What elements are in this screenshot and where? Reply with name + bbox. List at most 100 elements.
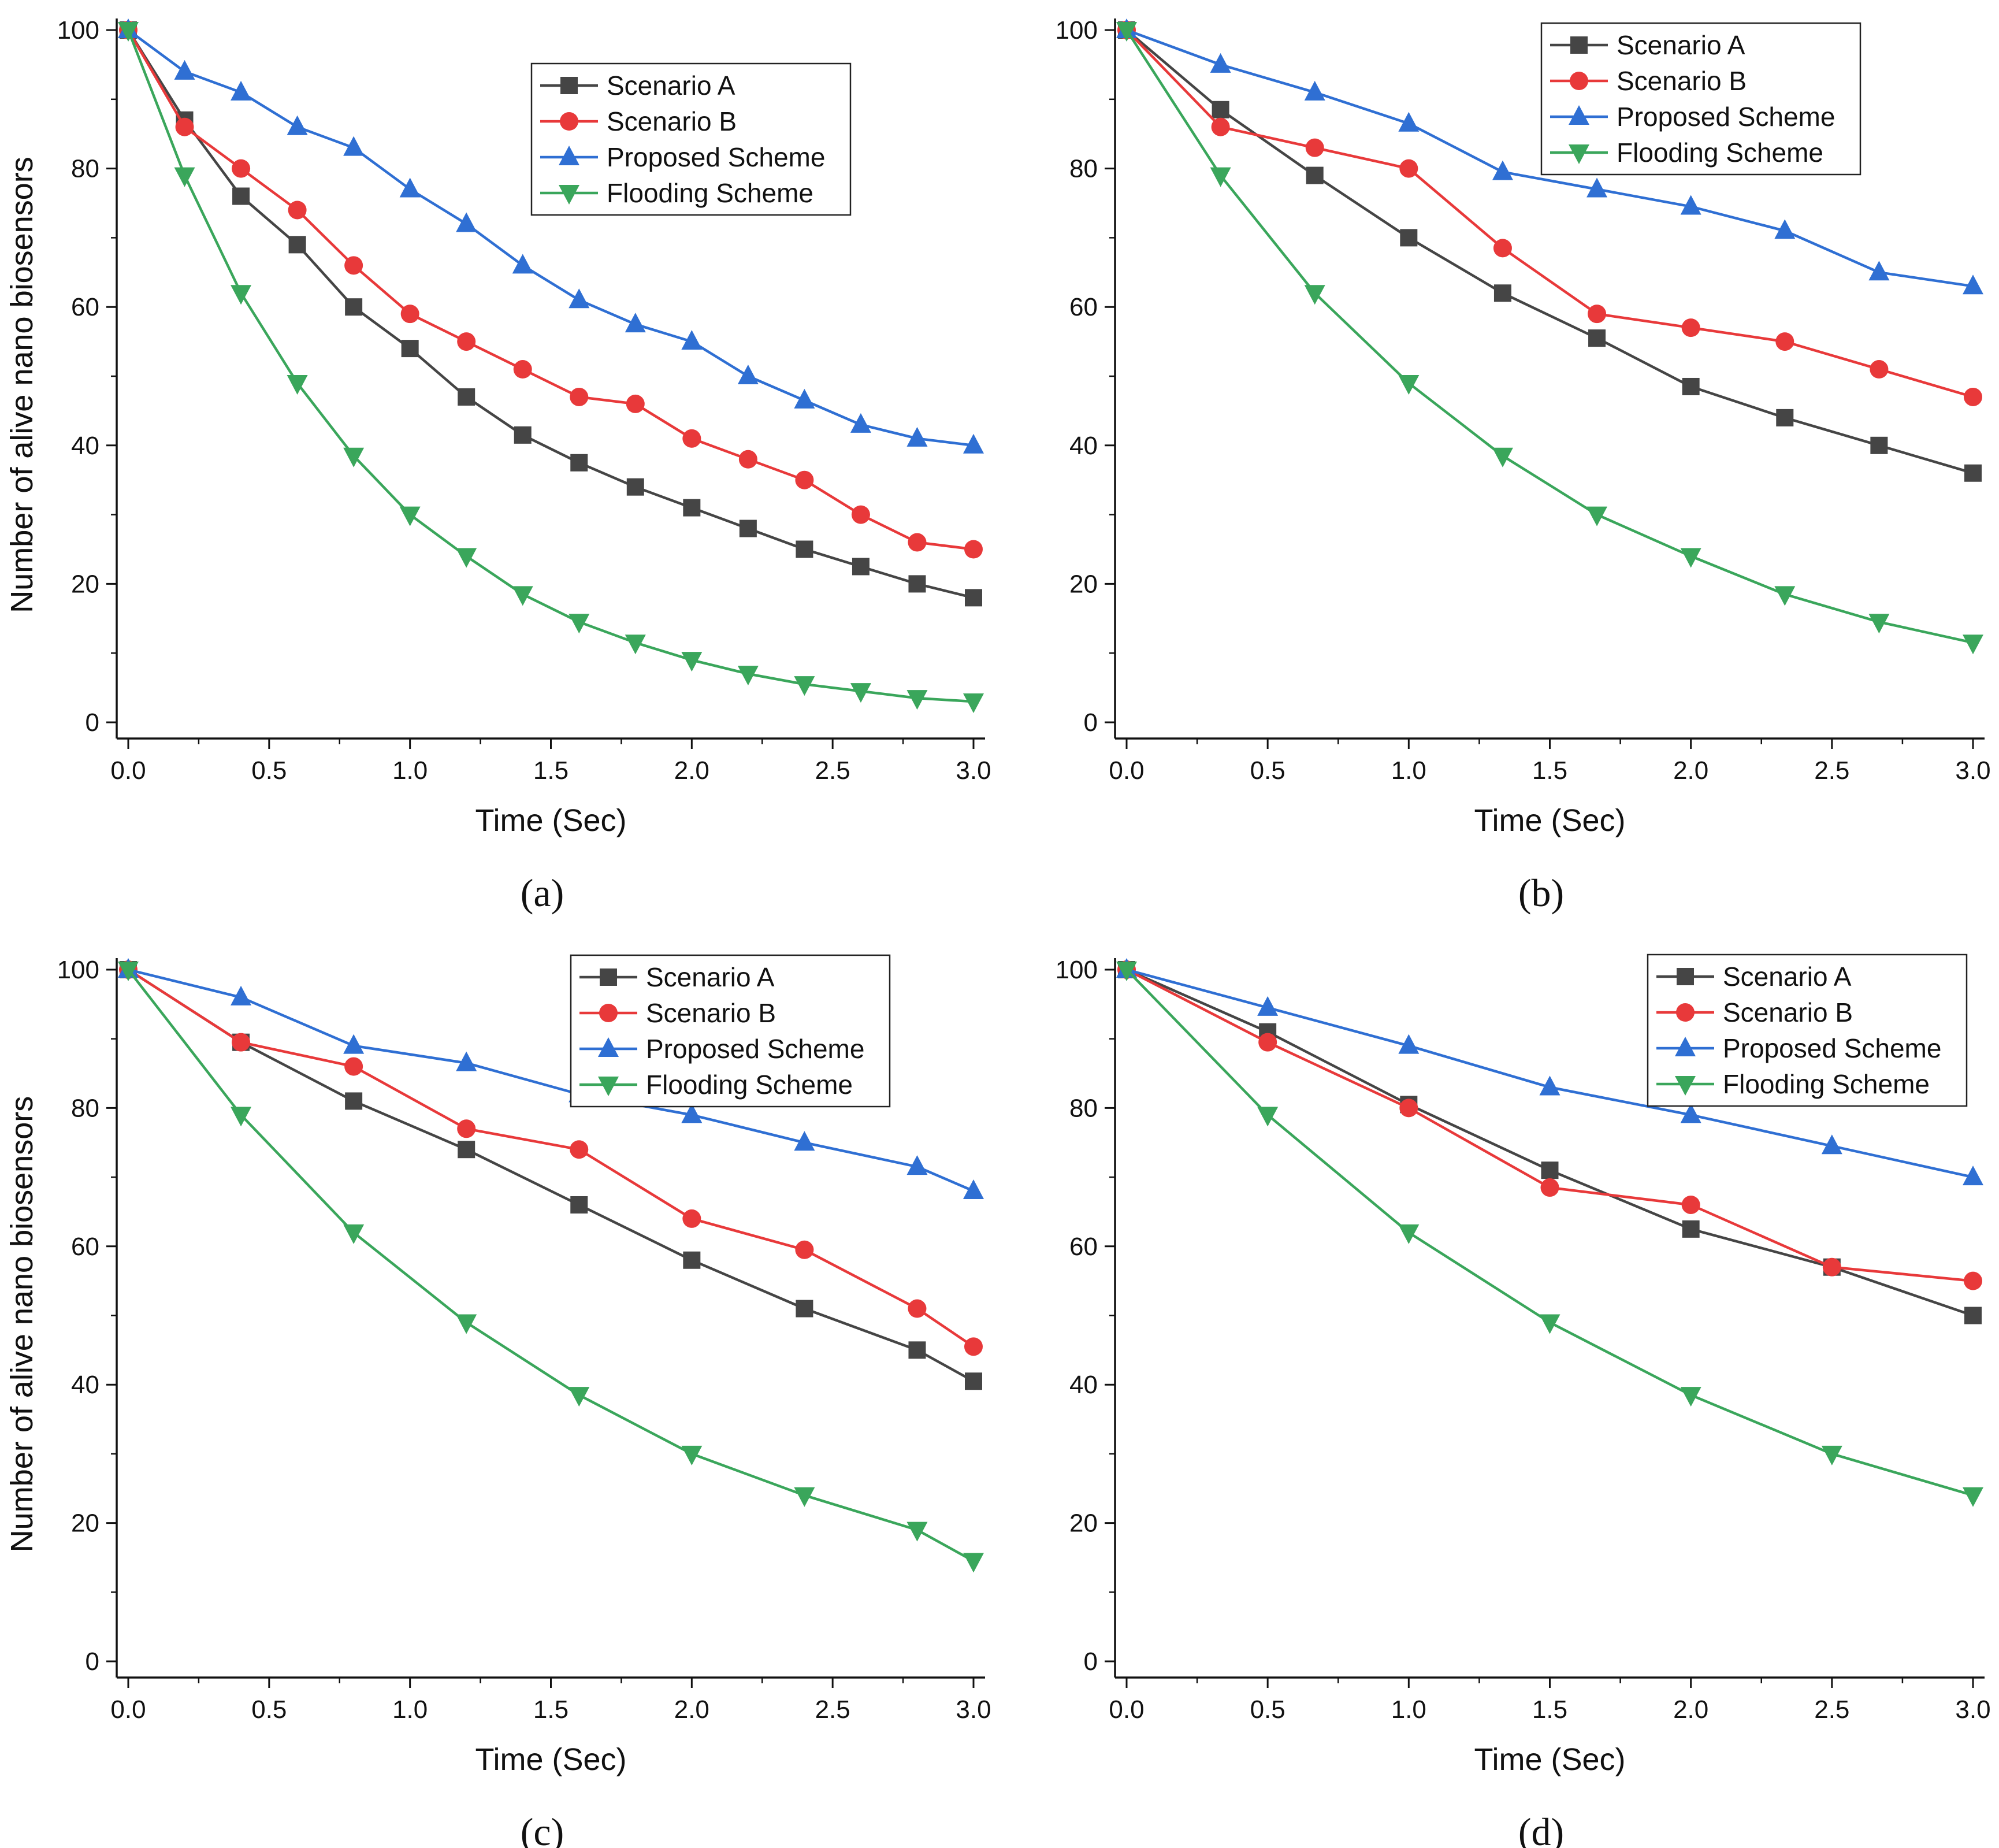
data-point-flooding-scheme bbox=[1257, 1107, 1279, 1127]
data-point-scenario-b bbox=[682, 429, 701, 448]
data-point-flooding-scheme bbox=[794, 1487, 815, 1507]
data-point-flooding-scheme bbox=[963, 693, 984, 714]
legend-swatch-marker bbox=[598, 1037, 619, 1057]
data-point-flooding-scheme bbox=[1963, 634, 1983, 655]
panel-label: (b) bbox=[1518, 871, 1564, 915]
x-tick-label: 2.0 bbox=[674, 1695, 709, 1724]
panel-label: (c) bbox=[521, 1810, 564, 1848]
panel-label: (d) bbox=[1518, 1810, 1564, 1848]
data-point-scenario-b bbox=[344, 256, 363, 275]
data-point-flooding-scheme bbox=[1539, 1314, 1560, 1334]
legend-label: Scenario A bbox=[607, 70, 735, 101]
data-point-proposed-scheme bbox=[1680, 1103, 1701, 1123]
series-flooding-scheme bbox=[118, 962, 984, 1573]
data-point-flooding-scheme bbox=[1398, 374, 1420, 395]
series-line-scenario-a bbox=[1125, 29, 1974, 474]
legend: Scenario A Scenario B Proposed Scheme Flood… bbox=[530, 62, 852, 216]
data-point-scenario-b bbox=[1822, 1257, 1841, 1276]
data-point-scenario-a bbox=[1682, 377, 1700, 395]
data-point-proposed-scheme bbox=[681, 330, 703, 350]
data-point-proposed-scheme bbox=[512, 254, 533, 274]
data-point-scenario-b bbox=[795, 470, 814, 489]
legend-swatch-marker bbox=[560, 112, 578, 131]
x-tick-label: 3.0 bbox=[1955, 1695, 1990, 1724]
data-point-scenario-b bbox=[1681, 1195, 1700, 1214]
data-point-scenario-a bbox=[796, 1300, 813, 1318]
data-point-scenario-a bbox=[796, 540, 813, 558]
data-point-flooding-scheme bbox=[1116, 22, 1137, 42]
y-tick-label: 100 bbox=[57, 16, 99, 44]
data-point-proposed-scheme bbox=[625, 313, 646, 333]
data-point-flooding-scheme bbox=[1774, 586, 1796, 606]
data-point-proposed-scheme bbox=[1492, 160, 1513, 180]
x-tick-label: 2.5 bbox=[1814, 1695, 1849, 1724]
data-point-scenario-a bbox=[1541, 1162, 1559, 1179]
data-point-flooding-scheme bbox=[456, 1314, 477, 1334]
legend-label: Proposed Scheme bbox=[1617, 102, 1835, 132]
data-point-flooding-scheme bbox=[625, 634, 646, 655]
data-point-proposed-scheme bbox=[569, 288, 590, 309]
data-point-proposed-scheme bbox=[1304, 80, 1325, 101]
data-point-scenario-b bbox=[964, 540, 983, 559]
data-point-scenario-a bbox=[965, 1372, 982, 1390]
data-point-scenario-a bbox=[908, 1341, 926, 1359]
legend: Scenario A Scenario B Proposed Scheme Flood… bbox=[570, 954, 891, 1108]
x-tick-label: 2.5 bbox=[815, 756, 850, 785]
y-tick-label: 0 bbox=[1084, 708, 1098, 737]
data-point-scenario-a bbox=[458, 1141, 475, 1159]
data-point-scenario-b bbox=[232, 1033, 251, 1052]
legend-label: Proposed Scheme bbox=[646, 1034, 864, 1064]
y-tick-label: 40 bbox=[71, 1371, 99, 1399]
legend-frame bbox=[530, 62, 852, 216]
series-flooding-scheme bbox=[1116, 22, 1983, 655]
legend-label: Scenario B bbox=[607, 106, 737, 136]
x-tick-label: 1.5 bbox=[533, 1695, 569, 1724]
data-point-flooding-scheme bbox=[1116, 962, 1137, 981]
x-axis-title: Time (Sec) bbox=[1474, 803, 1625, 838]
x-tick-label: 0.5 bbox=[251, 756, 287, 785]
data-point-scenario-a bbox=[1964, 464, 1982, 482]
data-point-scenario-a bbox=[908, 575, 926, 593]
data-point-proposed-scheme bbox=[399, 177, 421, 198]
y-tick-label: 60 bbox=[71, 1233, 99, 1261]
data-point-proposed-scheme bbox=[737, 365, 759, 384]
data-point-flooding-scheme bbox=[681, 1445, 703, 1465]
y-tick-label: 20 bbox=[1069, 1509, 1098, 1538]
data-point-proposed-scheme bbox=[1774, 219, 1796, 239]
data-point-scenario-a bbox=[514, 426, 532, 444]
data-point-scenario-a bbox=[852, 558, 870, 576]
series-line-scenario-b bbox=[1125, 29, 1974, 399]
data-point-proposed-scheme bbox=[1963, 274, 1983, 295]
legend-label: Scenario B bbox=[1617, 66, 1747, 96]
data-point-proposed-scheme bbox=[343, 136, 365, 156]
legend-swatch-marker bbox=[560, 77, 578, 94]
data-point-scenario-b bbox=[1399, 1099, 1418, 1118]
series-line-scenario-b bbox=[127, 29, 974, 551]
data-point-flooding-scheme bbox=[1586, 506, 1608, 526]
x-tick-label: 1.0 bbox=[1391, 756, 1426, 785]
data-point-scenario-a bbox=[626, 478, 644, 496]
data-point-proposed-scheme bbox=[456, 212, 477, 232]
legend-label: Proposed Scheme bbox=[1723, 1033, 1941, 1063]
legend-swatch-marker bbox=[1569, 105, 1589, 125]
data-point-flooding-scheme bbox=[1398, 1224, 1420, 1244]
series-line-proposed-scheme bbox=[1126, 28, 1974, 288]
chart-panel-b: 0.0 0.5 1.0 1.5 2.0 2.5 3.0 0 20 40 60 80 100 Time (S… bbox=[5, 16, 1991, 915]
x-tick-label: 1.5 bbox=[1532, 756, 1567, 785]
x-tick-label: 0.0 bbox=[110, 756, 146, 785]
data-point-flooding-scheme bbox=[118, 962, 139, 981]
data-point-scenario-b bbox=[738, 450, 757, 469]
series-scenario-b bbox=[119, 960, 983, 1356]
legend-label: Proposed Scheme bbox=[607, 142, 825, 172]
chart-panel-c: 0.0 0.5 1.0 1.5 2.0 2.5 3.0 0 20 40 60 80 100 Time (S… bbox=[5, 954, 991, 1848]
y-tick-label: 20 bbox=[71, 570, 99, 598]
data-point-scenario-b bbox=[1211, 117, 1230, 136]
series-line-proposed-scheme bbox=[127, 29, 974, 447]
data-point-flooding-scheme bbox=[399, 506, 421, 526]
data-point-proposed-scheme bbox=[1963, 1166, 1983, 1186]
data-point-flooding-scheme bbox=[231, 285, 252, 305]
y-tick-label: 100 bbox=[1056, 956, 1098, 984]
x-tick-label: 1.0 bbox=[392, 1695, 428, 1724]
x-tick-label: 2.0 bbox=[674, 756, 709, 785]
